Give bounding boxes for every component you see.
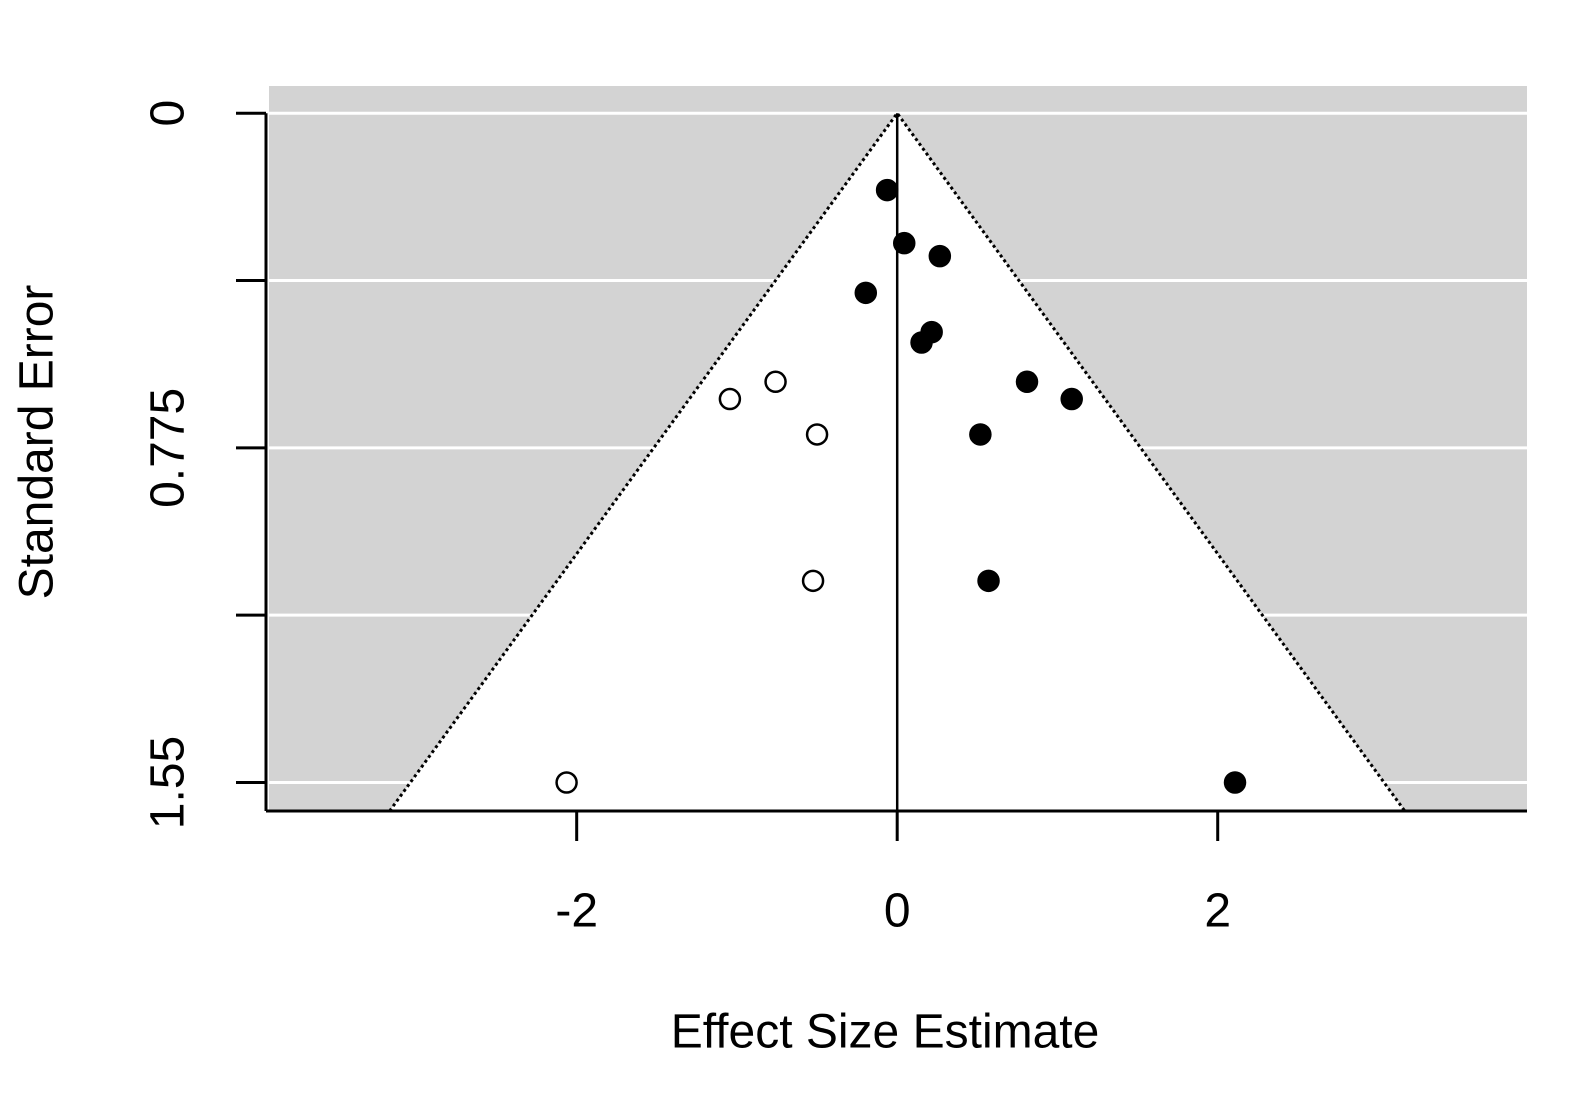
- data-point: [892, 231, 916, 255]
- data-point: [555, 771, 578, 794]
- y-axis-label: Standard Error: [11, 285, 64, 600]
- data-point: [969, 423, 992, 446]
- data-point: [1223, 771, 1247, 794]
- y-tick-label: 0.775: [142, 388, 195, 508]
- data-point: [764, 370, 787, 394]
- y-tick-label: 1.55: [142, 736, 195, 829]
- x-tick-label: -2: [555, 885, 598, 938]
- y-tick-label: 0: [142, 100, 195, 127]
- data-point: [718, 387, 742, 411]
- data-point: [1015, 370, 1039, 394]
- x-tick-label: 0: [884, 885, 911, 938]
- data-point: [928, 244, 952, 268]
- x-axis-label: Effect Size Estimate: [671, 1006, 1100, 1059]
- x-tick-label: 2: [1204, 885, 1231, 938]
- data-point: [977, 569, 1000, 593]
- data-point: [920, 320, 943, 344]
- data-point: [1060, 387, 1083, 411]
- data-point: [854, 281, 878, 305]
- data-point: [875, 178, 899, 202]
- data-point: [805, 423, 829, 446]
- data-point: [801, 569, 825, 593]
